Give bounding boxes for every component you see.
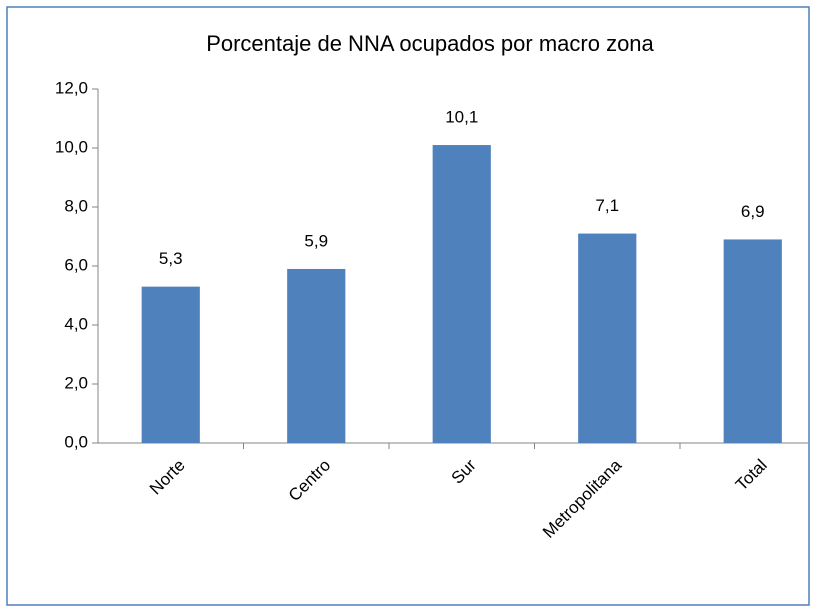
- y-tick-label: 8,0: [64, 196, 88, 215]
- y-tick-label: 12,0: [55, 78, 88, 97]
- chart-title: Porcentaje de NNA ocupados por macro zon…: [206, 31, 654, 56]
- bar: [141, 286, 200, 443]
- bar: [287, 268, 346, 443]
- value-label: 5,9: [304, 231, 328, 250]
- value-label: 5,3: [159, 249, 183, 268]
- y-tick-label: 0,0: [64, 432, 88, 451]
- y-tick-label: 4,0: [64, 314, 88, 333]
- bar: [723, 239, 782, 443]
- y-tick-label: 6,0: [64, 255, 88, 274]
- bar: [432, 145, 491, 444]
- value-label: 10,1: [445, 108, 478, 127]
- value-label: 6,9: [741, 202, 765, 221]
- y-tick-label: 10,0: [55, 137, 88, 156]
- chart-border: [6, 6, 810, 606]
- value-label: 7,1: [595, 196, 619, 215]
- bar: [578, 233, 637, 443]
- y-tick-label: 2,0: [64, 373, 88, 392]
